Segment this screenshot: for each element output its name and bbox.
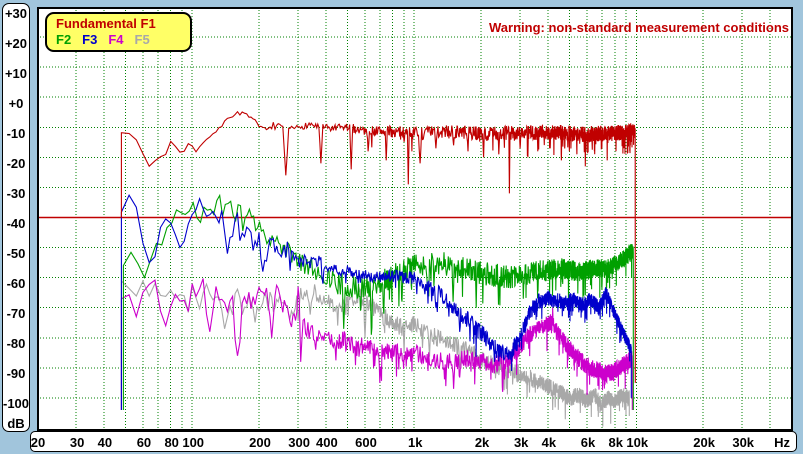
- freq-tick-10k: 10k: [626, 435, 649, 450]
- db-tick--90: -90: [6, 366, 26, 381]
- curve-f5: [120, 279, 630, 427]
- db-tick-+20: +20: [4, 36, 28, 51]
- freq-tick-8k: 8k: [608, 435, 623, 450]
- freq-axis: 20 30 40 60 80 100 200 300 400 600 1k 2k 3k 4k 6k 8k 10k…: [30, 431, 797, 452]
- freq-tick-30: 30: [69, 435, 85, 450]
- freq-tick-20k: 20k: [693, 435, 715, 450]
- freq-tick-2k: 2k: [474, 435, 490, 450]
- freq-tick-60: 60: [136, 435, 152, 450]
- freq-tick-80: 80: [164, 435, 179, 450]
- freq-tick-1k: 1k: [408, 435, 423, 450]
- db-tick--50: -50: [6, 246, 26, 261]
- db-unit-label: dB: [7, 416, 25, 431]
- freq-tick-3k: 3k: [513, 435, 529, 450]
- db-tick--40: -40: [6, 216, 26, 231]
- legend-items: F2 F3 F4 F5: [56, 32, 190, 48]
- spectrum-chart: [37, 7, 793, 431]
- curve-f1-fundamental: [120, 110, 636, 383]
- curve-f2: [122, 193, 634, 410]
- legend-item-f2: F2: [56, 32, 72, 47]
- curve-f4: [120, 278, 633, 410]
- warning-text: Warning: non-standard measurement condit…: [489, 20, 789, 35]
- db-tick-+30: +30: [4, 6, 28, 21]
- legend-item-f5: F5: [134, 32, 150, 47]
- freq-tick-4k: 4k: [541, 435, 557, 450]
- db-tick-+10: +10: [4, 66, 28, 81]
- db-tick--100: -100: [3, 396, 30, 411]
- freq-tick-40: 40: [97, 435, 113, 450]
- curve-f3: [120, 194, 632, 410]
- freq-tick-200: 200: [249, 435, 271, 450]
- freq-tick-600: 600: [355, 435, 377, 450]
- grid-lines: [37, 7, 793, 431]
- db-tick--70: -70: [6, 306, 26, 321]
- freq-tick-6k: 6k: [580, 435, 596, 450]
- db-tick--60: -60: [6, 276, 26, 291]
- db-tick--30: -30: [6, 186, 26, 201]
- plot-border: [37, 7, 793, 431]
- legend-item-f3: F3: [82, 32, 98, 47]
- freq-tick-100: 100: [182, 435, 205, 450]
- db-tick-+0: +0: [8, 96, 24, 111]
- legend-box[interactable]: Fundamental F1 F2 F3 F4 F5: [45, 12, 192, 52]
- db-axis: +30 +20 +10 +0 -10 -20 -30 -40 -50 -60 -70 -80 -90 -1…: [2, 3, 30, 432]
- db-tick--20: -20: [6, 156, 26, 171]
- db-tick--80: -80: [6, 336, 26, 351]
- freq-tick-20: 20: [30, 435, 46, 450]
- freq-tick-300: 300: [288, 435, 310, 450]
- plot-area[interactable]: [37, 7, 793, 431]
- legend-item-f4: F4: [108, 32, 124, 47]
- freq-unit-label: Hz: [774, 435, 790, 450]
- freq-tick-400: 400: [316, 435, 338, 450]
- freq-tick-30k: 30k: [732, 435, 755, 450]
- db-tick--10: -10: [6, 126, 26, 141]
- legend-title: Fundamental F1: [56, 16, 156, 31]
